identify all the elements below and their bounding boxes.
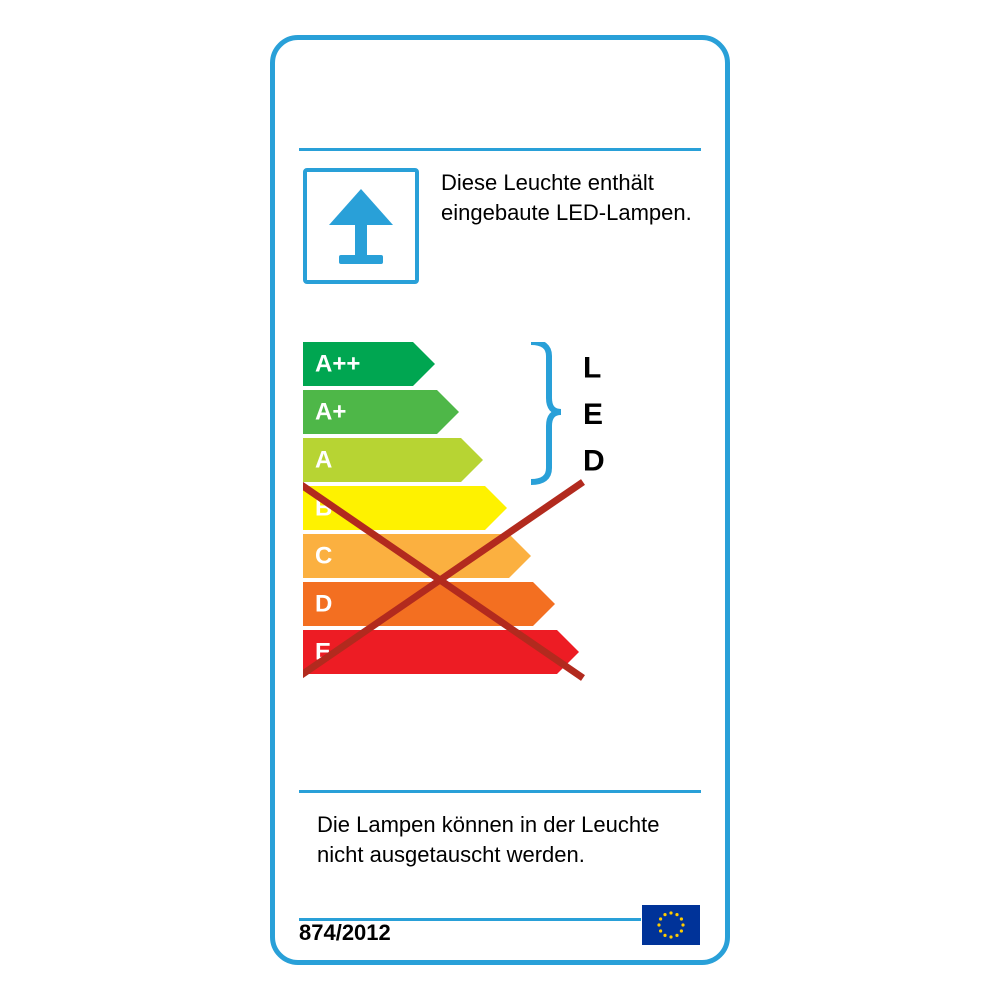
eu-flag-icon bbox=[641, 904, 701, 946]
svg-text:A++: A++ bbox=[315, 351, 360, 378]
regulation-number: 874/2012 bbox=[299, 920, 391, 946]
lamp-icon-box bbox=[303, 168, 419, 284]
regulation-row: 874/2012 bbox=[299, 904, 701, 946]
svg-text:A: A bbox=[315, 447, 332, 474]
description-text: Diese Leuchte enthält eingebaute LED-Lam… bbox=[441, 168, 697, 227]
svg-text:D: D bbox=[583, 445, 605, 478]
lamp-icon bbox=[321, 183, 401, 269]
svg-text:A+: A+ bbox=[315, 399, 346, 426]
top-row: Diese Leuchte enthält eingebaute LED-Lam… bbox=[303, 168, 697, 284]
svg-text:C: C bbox=[315, 543, 332, 570]
energy-label-frame: Diese Leuchte enthält eingebaute LED-Lam… bbox=[270, 35, 730, 965]
bottom-text: Die Lampen können in der Leuchte nicht a… bbox=[317, 810, 683, 869]
energy-chart: A++A+ABCDELED bbox=[303, 342, 707, 712]
divider-2 bbox=[299, 790, 701, 793]
svg-text:D: D bbox=[315, 591, 332, 618]
svg-text:E: E bbox=[583, 398, 603, 431]
svg-text:L: L bbox=[583, 351, 601, 384]
divider-1 bbox=[299, 148, 701, 151]
